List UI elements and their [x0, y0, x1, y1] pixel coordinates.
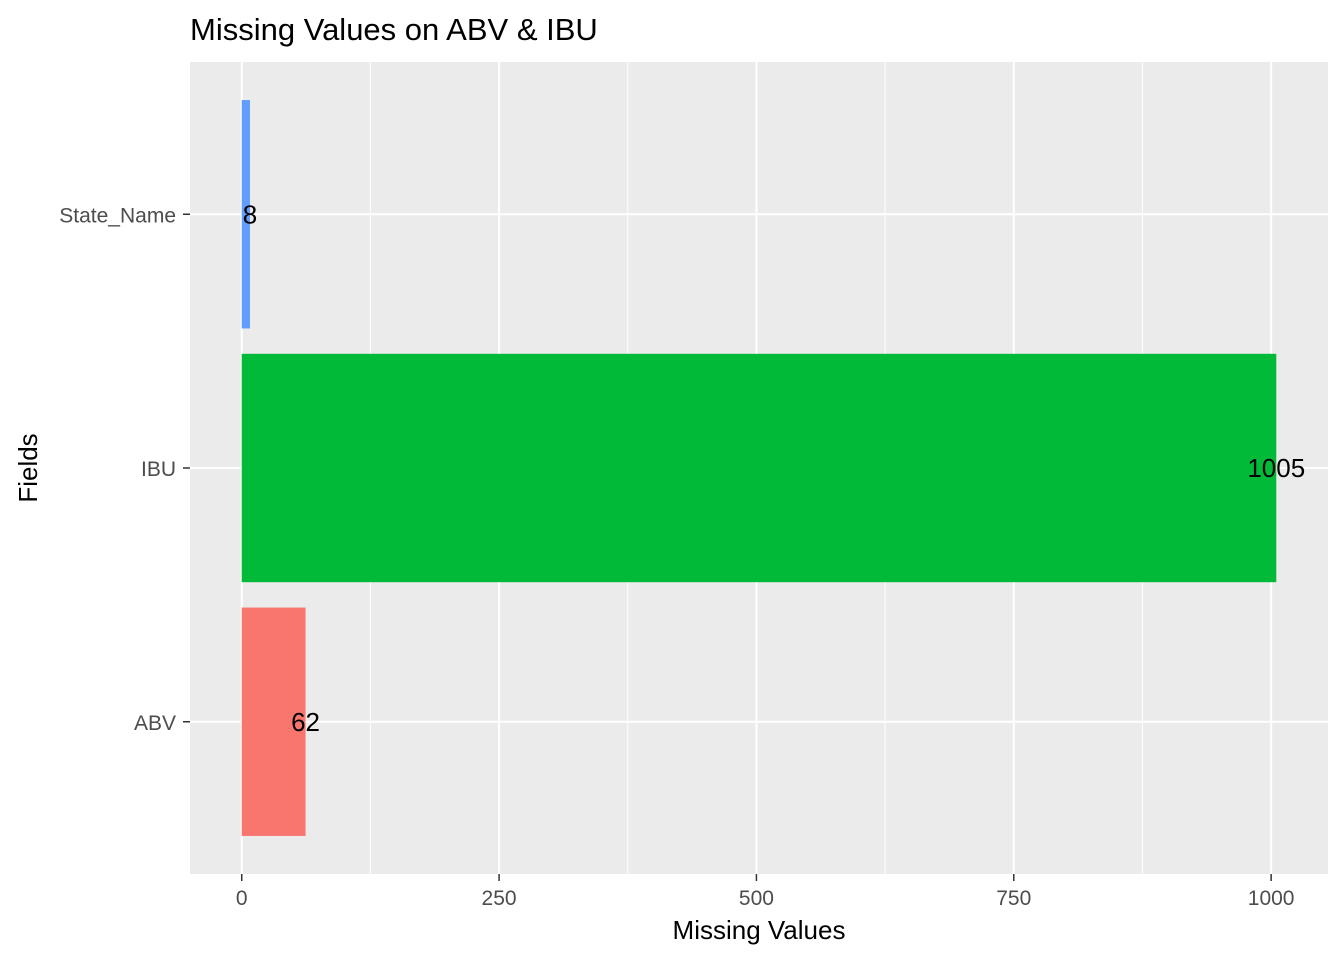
- x-tick-label: 500: [739, 887, 774, 910]
- data-label-state-name: 8: [243, 199, 257, 229]
- bar-ibu: [241, 353, 1277, 583]
- y-tick-label: State_Name: [59, 204, 176, 227]
- y-axis: ABV IBU State_Name: [59, 204, 190, 735]
- bar-abv: [241, 607, 306, 836]
- x-axis: 0 250 500 750 1000: [236, 874, 1295, 910]
- y-tick-label: IBU: [141, 458, 176, 481]
- x-tick-label: 750: [996, 887, 1031, 910]
- x-tick-label: 0: [236, 887, 248, 910]
- x-axis-title: Missing Values: [673, 915, 846, 945]
- data-label-ibu: 1005: [1247, 453, 1305, 483]
- bar-state-name: [241, 100, 250, 329]
- y-axis-title: Fields: [13, 433, 43, 502]
- data-labels: 62 1005 8: [243, 199, 1305, 737]
- x-tick-label: 1000: [1248, 887, 1295, 910]
- x-tick-label: 250: [482, 887, 517, 910]
- y-tick-label: ABV: [134, 712, 176, 735]
- chart-title: Missing Values on ABV & IBU: [190, 12, 598, 47]
- data-label-abv: 62: [291, 707, 320, 737]
- bars: [241, 100, 1277, 836]
